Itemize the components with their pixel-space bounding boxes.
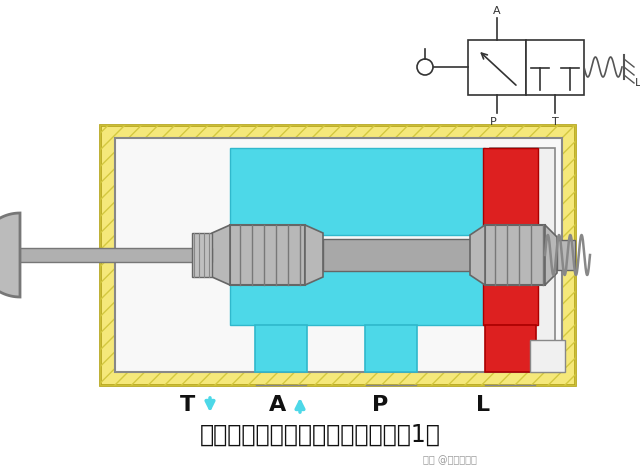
- Text: P: P: [490, 117, 497, 127]
- Bar: [557, 240, 575, 270]
- Bar: [100, 125, 575, 385]
- Text: 二位三通换向阀（开关阀原理）（1）: 二位三通换向阀（开关阀原理）（1）: [200, 423, 440, 447]
- Polygon shape: [230, 148, 485, 235]
- Circle shape: [417, 59, 433, 75]
- Text: T: T: [180, 395, 196, 415]
- Bar: [526, 40, 584, 95]
- Bar: [100, 125, 575, 385]
- Polygon shape: [470, 225, 485, 285]
- Bar: [323, 239, 485, 271]
- Polygon shape: [212, 225, 230, 285]
- Text: P: P: [372, 395, 388, 415]
- Text: 头条 @一位工程师: 头条 @一位工程师: [423, 455, 477, 465]
- Text: L: L: [635, 78, 640, 88]
- Polygon shape: [305, 225, 323, 285]
- Polygon shape: [545, 225, 557, 285]
- Polygon shape: [230, 243, 485, 325]
- Bar: [485, 325, 536, 372]
- Polygon shape: [0, 213, 20, 297]
- Bar: [485, 225, 545, 285]
- Text: T: T: [552, 117, 558, 127]
- Polygon shape: [365, 325, 417, 372]
- Bar: [468, 40, 526, 95]
- Text: A: A: [269, 395, 287, 415]
- Text: L: L: [476, 395, 490, 415]
- Bar: [530, 340, 565, 372]
- Polygon shape: [255, 325, 307, 372]
- Bar: [483, 148, 538, 233]
- Bar: [483, 245, 538, 325]
- Bar: [490, 148, 555, 362]
- Text: A: A: [493, 6, 501, 16]
- Bar: [192, 233, 212, 277]
- Bar: [115, 138, 562, 372]
- Bar: [230, 225, 305, 285]
- Bar: [18, 248, 212, 262]
